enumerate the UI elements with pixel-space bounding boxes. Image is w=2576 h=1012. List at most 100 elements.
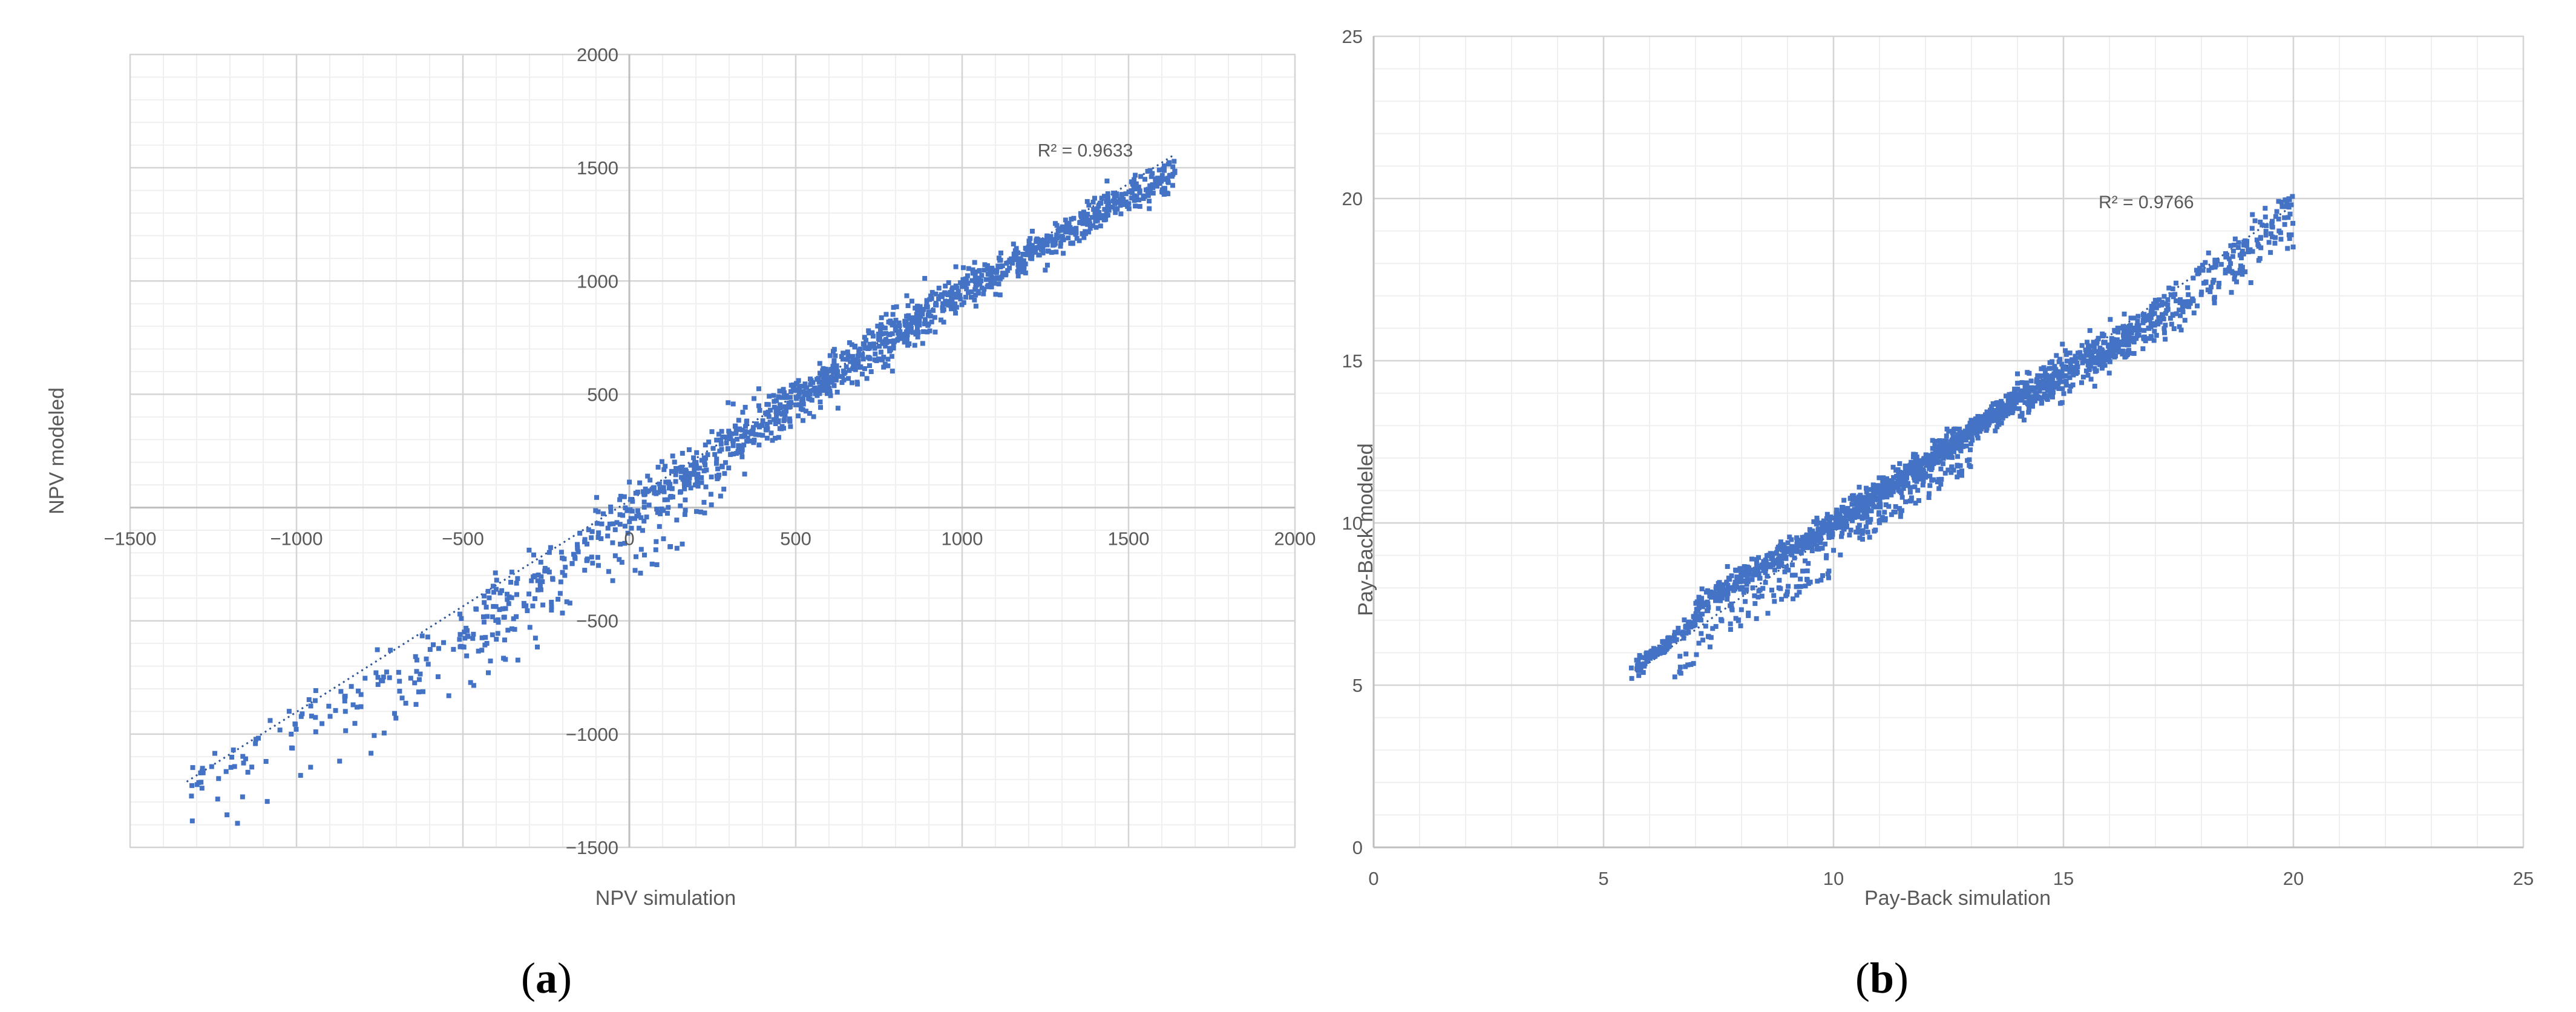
data-point <box>2241 251 2246 257</box>
data-point <box>850 366 856 372</box>
data-point <box>2057 356 2063 362</box>
data-point <box>801 396 806 401</box>
data-point <box>1858 493 1863 498</box>
data-point <box>1694 652 1699 657</box>
data-point <box>715 466 721 472</box>
data-point <box>1804 568 1810 574</box>
data-point <box>720 434 726 439</box>
data-point <box>1918 458 1923 464</box>
data-point <box>1058 243 1063 249</box>
data-point <box>1699 596 1705 601</box>
data-point <box>751 440 756 445</box>
data-point <box>2141 336 2146 341</box>
data-point <box>1136 185 1141 190</box>
data-point <box>964 286 969 292</box>
data-point <box>1806 581 1811 586</box>
data-point <box>619 560 624 565</box>
data-point <box>1958 463 1963 468</box>
data-point <box>577 530 583 536</box>
data-point <box>661 536 666 542</box>
data-point <box>1857 498 1863 504</box>
data-point <box>1080 231 1085 237</box>
data-point <box>2096 360 2101 366</box>
data-point <box>2286 196 2292 202</box>
data-point <box>1781 550 1786 555</box>
data-point <box>1696 605 1702 611</box>
data-point <box>709 502 714 508</box>
data-point <box>1745 579 1751 584</box>
data-point <box>2142 312 2147 317</box>
data-point <box>1925 461 1931 467</box>
data-point <box>1734 568 1739 573</box>
data-point <box>661 485 666 490</box>
data-point <box>1825 524 1830 529</box>
data-point <box>1040 250 1046 255</box>
data-point <box>2022 400 2028 406</box>
data-point <box>1132 193 1137 199</box>
data-point <box>661 467 667 472</box>
data-point <box>709 429 715 435</box>
data-point <box>796 391 802 396</box>
data-point <box>991 277 996 282</box>
data-point <box>1706 605 1711 610</box>
data-point <box>1759 593 1765 599</box>
data-point <box>1066 226 1071 232</box>
data-point <box>1968 441 1974 447</box>
data-point <box>730 401 736 407</box>
data-point <box>982 286 987 292</box>
data-point <box>2065 366 2070 372</box>
data-point <box>739 433 744 439</box>
data-point <box>1682 630 1687 636</box>
data-point <box>2079 355 2084 361</box>
data-point <box>256 735 261 741</box>
data-point <box>796 413 801 419</box>
data-point <box>704 467 709 473</box>
data-point <box>2143 317 2149 323</box>
data-point <box>862 335 867 340</box>
data-point <box>2080 360 2085 366</box>
data-point <box>1876 490 1881 496</box>
data-point <box>2159 302 2165 307</box>
data-point <box>1968 447 1973 453</box>
data-point <box>1170 183 1175 188</box>
data-point <box>2163 337 2168 342</box>
data-point <box>1781 545 1786 551</box>
data-point <box>1726 586 1731 591</box>
data-point <box>1145 193 1151 199</box>
data-point <box>756 386 761 392</box>
data-point <box>263 758 269 764</box>
data-point <box>1153 176 1158 182</box>
data-point <box>1021 266 1027 272</box>
data-point <box>698 509 704 514</box>
data-point <box>840 374 845 380</box>
data-point <box>1757 576 1763 581</box>
data-point <box>917 318 922 323</box>
data-point <box>2284 200 2290 205</box>
data-point <box>1780 542 1786 547</box>
data-point <box>1912 484 1918 490</box>
data-point <box>1687 621 1693 626</box>
data-point <box>2032 389 2037 394</box>
data-point <box>1838 552 1843 557</box>
data-point <box>1707 644 1712 649</box>
data-point <box>2177 300 2183 305</box>
data-point <box>1844 512 1849 518</box>
data-point <box>1874 485 1880 490</box>
data-point <box>862 366 867 372</box>
data-point <box>841 377 847 383</box>
data-point <box>654 539 659 544</box>
data-point <box>1955 464 1961 469</box>
data-point <box>1105 191 1110 197</box>
data-point <box>1951 442 1956 447</box>
data-point <box>505 628 511 633</box>
data-point <box>2195 303 2200 309</box>
data-point <box>605 533 611 539</box>
data-point <box>457 644 463 649</box>
data-point <box>787 404 792 410</box>
data-point <box>509 595 514 600</box>
data-point <box>2228 261 2234 266</box>
data-point <box>1725 591 1731 596</box>
data-point <box>811 386 817 392</box>
data-point <box>556 597 561 602</box>
data-point <box>1909 495 1914 501</box>
